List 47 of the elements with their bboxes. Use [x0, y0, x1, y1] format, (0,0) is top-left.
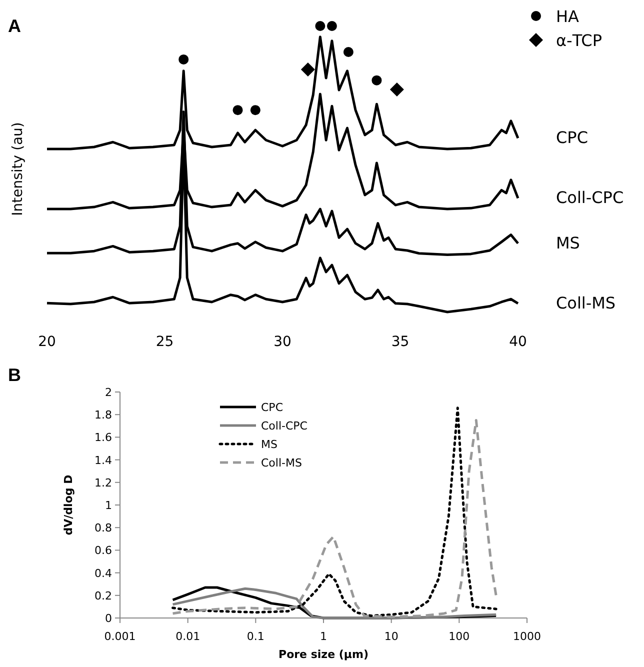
- y-tick-label: 1: [105, 499, 112, 512]
- point: [326, 21, 337, 31]
- legend-label: CPC: [261, 400, 284, 414]
- text: Coll-MS: [556, 293, 616, 312]
- x-tick-label: 100: [448, 630, 470, 643]
- y-tick-label: 2: [105, 386, 112, 399]
- chart-title: B: [8, 365, 21, 385]
- point: [372, 75, 382, 86]
- point: [178, 54, 189, 64]
- x-tick-label: 0.001: [104, 630, 136, 643]
- x-tick-label: 20: [38, 334, 56, 350]
- y-tick-label: 0: [105, 612, 112, 625]
- y-axis-title: Intensity (au): [10, 122, 26, 216]
- point: [300, 62, 315, 76]
- x-tick-label: 35: [391, 334, 410, 350]
- legend-label: MS: [261, 438, 278, 451]
- legend-label: HA: [556, 6, 580, 26]
- x-tick-label: 0.01: [176, 630, 200, 643]
- x-tick-label: 40: [509, 334, 527, 350]
- point: [343, 47, 354, 58]
- point: [250, 105, 260, 116]
- y-tick-label: 1.4: [94, 454, 112, 467]
- y-tick-label: 0.8: [94, 522, 112, 535]
- legend-label: α-TCP: [556, 30, 602, 50]
- chart-title: A: [8, 16, 21, 36]
- point: [390, 82, 404, 96]
- text: MS: [556, 233, 580, 252]
- x-tick-label: 30: [274, 334, 292, 350]
- y-tick-label: 0.6: [94, 544, 112, 558]
- point: [315, 21, 326, 31]
- y-axis-title: dV/dlog D: [62, 474, 75, 536]
- y-tick-label: 1.2: [94, 476, 112, 490]
- y-tick-label: 1.8: [94, 408, 112, 422]
- point: [232, 105, 243, 116]
- x-tick-label: 1000: [513, 630, 541, 643]
- legend-label: Coll-CPC: [261, 419, 308, 432]
- x-tick-label: 0.1: [246, 630, 264, 643]
- y-tick-label: 0.2: [94, 589, 112, 602]
- x-tick-label: 1: [320, 630, 327, 643]
- legend-label: Coll-MS: [261, 456, 302, 470]
- y-tick-label: 0.4: [94, 566, 112, 580]
- y-tick-label: 1.6: [94, 431, 112, 444]
- text: CPC: [556, 128, 588, 148]
- x-axis-title: Pore size (µm): [278, 648, 368, 661]
- x-tick-label: 25: [156, 334, 174, 350]
- x-tick-label: 10: [384, 630, 398, 643]
- text: Coll-CPC: [556, 188, 624, 208]
